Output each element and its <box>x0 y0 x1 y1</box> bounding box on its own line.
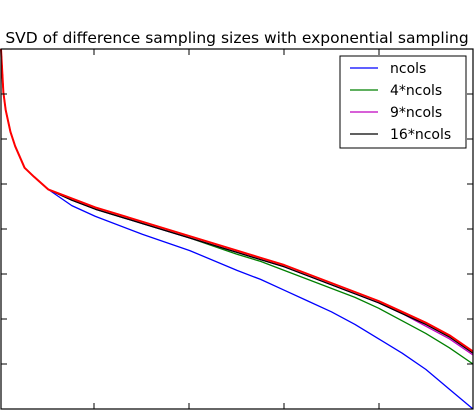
legend-label: 9*ncols <box>390 105 442 121</box>
chart-title: SVD of difference sampling sizes with ex… <box>5 29 468 47</box>
legend: ncols 4*ncols 9*ncols 16*ncols <box>339 55 467 149</box>
legend-label: 16*ncols <box>390 127 451 143</box>
legend-box <box>339 55 467 149</box>
axis-ticks <box>1 49 473 409</box>
legend-label: 4*ncols <box>390 83 442 99</box>
legend-label: ncols <box>390 61 426 77</box>
plot-area <box>0 48 474 410</box>
series-line-red <box>0 48 474 353</box>
